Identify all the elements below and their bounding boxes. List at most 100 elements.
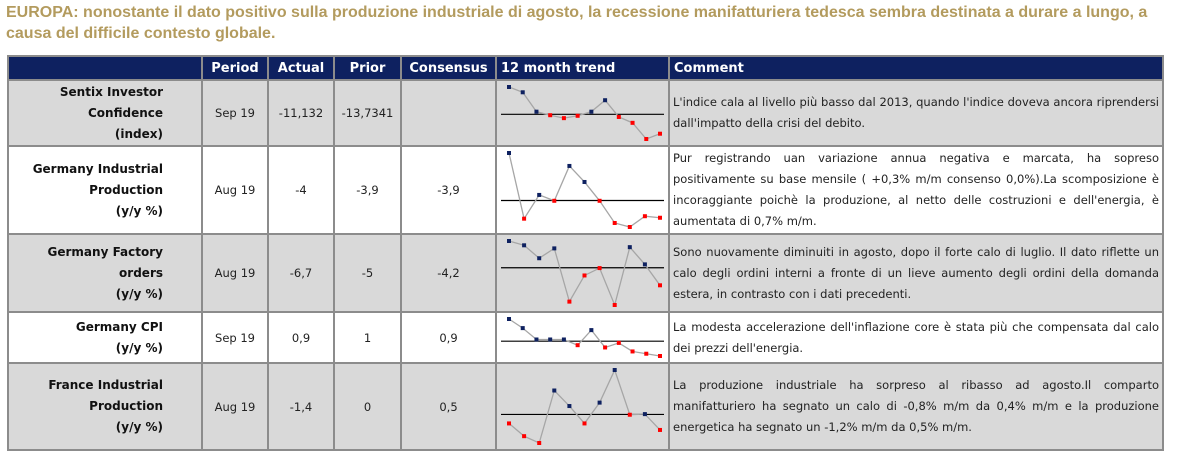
header-period: Period <box>201 55 269 81</box>
trend-point <box>534 109 539 114</box>
table-row: Germany Factory orders (y/y %) Aug 19 -6,7-… <box>7 233 1164 313</box>
trend-cell <box>495 145 670 235</box>
header-prior: Prior <box>333 55 402 81</box>
period-cell: Aug 19 <box>201 233 269 313</box>
prior-cell: 1 <box>333 311 402 364</box>
trend-line <box>508 240 661 308</box>
trend-point <box>561 116 566 121</box>
consensus-cell: -3,9 <box>400 145 497 235</box>
trend-point <box>612 368 617 372</box>
trend-point <box>627 225 632 229</box>
trend-point <box>522 216 527 221</box>
trend-point <box>630 349 635 354</box>
trend-point <box>567 163 572 168</box>
indicator-name: Sentix Investor Confidence (index) <box>7 79 203 147</box>
trend-point <box>644 351 649 356</box>
indicator-name-line: Sentix Investor <box>59 84 163 99</box>
table-row: Germany CPI (y/y %) Sep 19 0,9 1 0,9 La modest… <box>7 311 1164 364</box>
comment-cell: La modesta accelerazione dell'inflazione… <box>668 311 1164 364</box>
actual-cell: -1,4 <box>267 362 335 451</box>
trend-point <box>597 266 602 271</box>
actual-cell: -11,132 <box>267 79 335 147</box>
trend-line <box>508 86 661 140</box>
trend-cell <box>495 79 670 147</box>
trend-sparkline <box>501 239 664 308</box>
period-cell: Aug 19 <box>201 145 269 235</box>
trend-point <box>642 214 647 219</box>
page-title: EUROPA: nonostante il dato positivo sull… <box>6 4 1148 42</box>
trend-point <box>537 441 542 445</box>
prior-cell: -5 <box>333 233 402 313</box>
trend-point <box>582 273 587 278</box>
trend-point <box>603 345 608 350</box>
trend-point <box>548 337 553 342</box>
header-trend: 12 month trend <box>495 55 670 81</box>
trend-point <box>589 109 594 114</box>
trend-point <box>582 421 587 426</box>
trend-point <box>597 198 602 203</box>
trend-point <box>537 192 542 197</box>
trend-point <box>612 303 617 307</box>
period-cell: Aug 19 <box>201 362 269 451</box>
table-row: Sentix Investor Confidence (index) Sep 19 -1… <box>7 79 1164 147</box>
trend-point <box>575 113 580 118</box>
comment-cell: La produzione industriale ha sorpreso al… <box>668 362 1164 451</box>
trend-point <box>627 245 632 250</box>
trend-point <box>575 343 580 348</box>
header-comment: Comment <box>668 55 1164 81</box>
indicator-name: France Industrial Production (y/y %) <box>7 362 203 451</box>
trend-point <box>582 179 587 184</box>
trend-point <box>507 239 511 243</box>
trend-point <box>658 427 662 432</box>
trend-point <box>507 85 511 89</box>
consensus-cell: 0,5 <box>400 362 497 451</box>
trend-point <box>520 326 525 331</box>
trend-line <box>508 152 661 228</box>
actual-cell: -4 <box>267 145 335 235</box>
trend-point <box>522 243 527 248</box>
indicator-name-line: (y/y %) <box>115 340 163 355</box>
comment-cell: Sono nuovamente diminuiti in agosto, dop… <box>668 233 1164 313</box>
indicator-name-line: France Industrial <box>48 378 163 392</box>
consensus-cell: 0,9 <box>400 311 497 364</box>
trend-point <box>627 412 632 417</box>
trend-point <box>548 113 553 118</box>
prior-cell: -13,7341 <box>333 79 402 147</box>
indicator-name-line: (y/y %) <box>115 203 163 218</box>
table-header: Period Actual Prior Consensus 12 month t… <box>7 55 1164 81</box>
macro-data-table: Period Actual Prior Consensus 12 month t… <box>7 55 1164 451</box>
trend-cell <box>495 362 670 451</box>
trend-sparkline <box>501 317 664 358</box>
trend-cell <box>495 233 670 313</box>
prior-cell: 0 <box>333 362 402 451</box>
header-actual: Actual <box>267 55 335 81</box>
trend-point <box>567 404 572 409</box>
trend-point <box>612 220 617 225</box>
indicator-name-line: (index) <box>114 126 163 141</box>
indicator-name-line: Production <box>89 399 163 413</box>
trend-point <box>567 299 572 304</box>
actual-cell: -6,7 <box>267 233 335 313</box>
table-row: Germany Industrial Production (y/y %) Aug 1… <box>7 145 1164 235</box>
period-cell: Sep 19 <box>201 79 269 147</box>
trend-point <box>658 215 662 220</box>
period-cell: Sep 19 <box>201 311 269 364</box>
indicator-name: Germany CPI (y/y %) <box>7 311 203 364</box>
trend-point <box>507 421 511 426</box>
trend-point <box>520 90 525 95</box>
trend-point <box>561 337 566 342</box>
indicator-name-line: Confidence <box>87 105 163 120</box>
comment-cell: L'indice cala al livello più basso dal 2… <box>668 79 1164 147</box>
trend-point <box>552 198 557 203</box>
trend-point <box>507 151 511 155</box>
trend-point <box>537 256 542 261</box>
indicator-name: Germany Factory orders (y/y %) <box>7 233 203 313</box>
trend-point <box>552 246 557 251</box>
trend-line <box>508 318 661 357</box>
trend-point <box>589 328 594 333</box>
trend-point <box>658 354 662 358</box>
trend-sparkline <box>501 368 664 445</box>
trend-point <box>534 337 539 342</box>
trend-point <box>616 340 621 345</box>
trend-point <box>642 262 647 267</box>
